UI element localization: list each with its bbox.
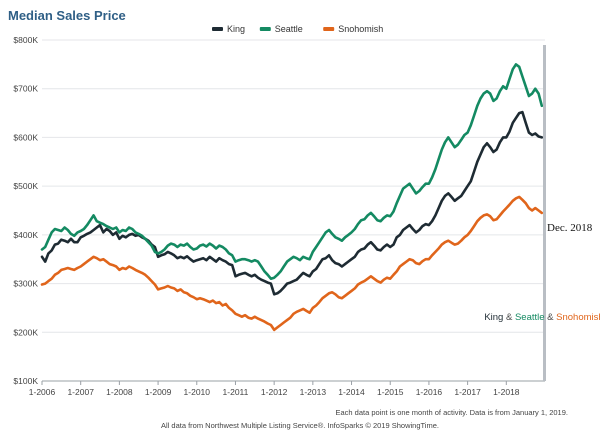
- y-tick-label: $200K: [13, 327, 38, 337]
- y-axis: $100K $200K $300K $400K $500K $600K $700K $800K: [13, 35, 38, 386]
- y-tick-label: $800K: [13, 35, 38, 45]
- x-tick-label: 1-2009: [145, 387, 172, 397]
- legend: King Seattle Snohomish: [212, 24, 383, 34]
- series-credit: King & Seattle & Snohomish: [484, 312, 600, 323]
- credit-seattle: Seattle: [515, 312, 545, 323]
- series-line-seattle: [40, 63, 544, 281]
- credit-amp-1: &: [503, 312, 515, 323]
- grid: [42, 39, 545, 382]
- x-tick-label: 1-2015: [377, 387, 404, 397]
- y-tick-label: $400K: [13, 230, 38, 240]
- x-tick-label: 1-2008: [106, 387, 133, 397]
- footnote-source: All data from Northwest Multiple Listing…: [161, 421, 439, 430]
- dec-2018-label: Dec. 2018: [547, 222, 593, 234]
- chart-title: Median Sales Price: [8, 8, 126, 23]
- credit-amp-2: &: [545, 312, 557, 323]
- x-tick-label: 1-2013: [300, 387, 327, 397]
- legend-label-snohomish: Snohomish: [338, 24, 383, 34]
- x-tick-label: 1-2014: [338, 387, 365, 397]
- footnote-data: Each data point is one month of activity…: [336, 408, 569, 417]
- legend-swatch: [212, 27, 223, 31]
- series-line-snohomish: [40, 195, 544, 332]
- y-tick-label: $300K: [13, 279, 38, 289]
- x-tick-label: 1-2006: [29, 387, 56, 397]
- y-tick-label: $700K: [13, 84, 38, 94]
- x-tick-label: 1-2018: [493, 387, 520, 397]
- legend-label-seattle: Seattle: [275, 24, 303, 34]
- x-tick-label: 1-2012: [261, 387, 288, 397]
- series-line-king: [40, 110, 544, 296]
- x-tick-label: 1-2016: [416, 387, 443, 397]
- y-tick-label: $600K: [13, 132, 38, 142]
- x-tick-label: 1-2017: [454, 387, 481, 397]
- y-tick-label: $500K: [13, 181, 38, 191]
- y-tick-label: $100K: [13, 376, 38, 386]
- x-tick-label: 1-2011: [223, 387, 249, 397]
- legend-swatch: [259, 27, 271, 31]
- credit-king: King: [484, 312, 503, 323]
- x-tick-label: 1-2007: [67, 387, 94, 397]
- credit-snohomish: Snohomish: [556, 312, 600, 323]
- series-lines: [40, 63, 544, 332]
- dec-2018-marker-bar: [543, 45, 546, 381]
- x-tick-label: 1-2010: [184, 387, 211, 397]
- legend-swatch: [323, 27, 335, 31]
- legend-label-king: King: [227, 24, 245, 34]
- x-axis: 1-2006 1-2007 1-2008 1-2009 1-2010 1-2011 1-20…: [29, 381, 520, 397]
